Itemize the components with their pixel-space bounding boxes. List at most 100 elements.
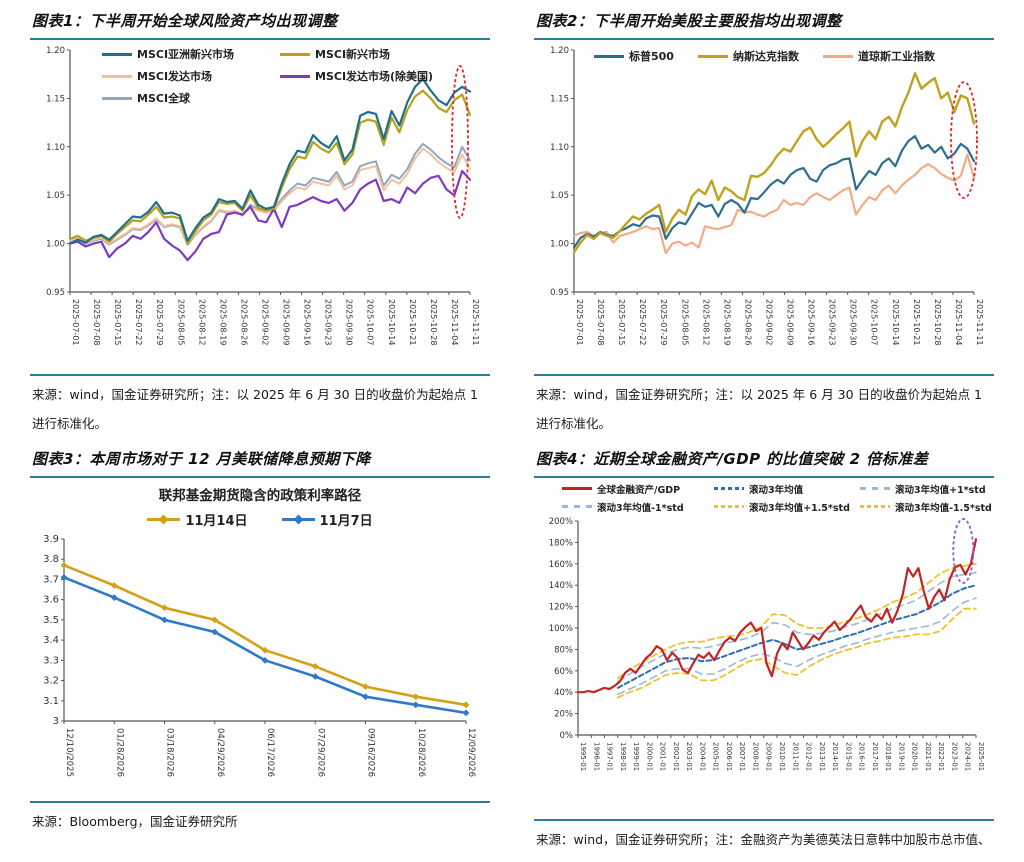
figure-3-legend: 11月14日 11月7日	[30, 510, 490, 529]
svg-text:1996-01: 1996-01	[592, 742, 600, 771]
svg-text:1.15: 1.15	[550, 94, 569, 104]
svg-text:2025-11-04: 2025-11-04	[954, 299, 963, 346]
legend-item: 滚动3年均值+1*std	[860, 482, 1018, 496]
svg-text:1997-01: 1997-01	[606, 742, 614, 771]
svg-text:3.2: 3.2	[43, 675, 59, 686]
svg-text:0.95: 0.95	[550, 288, 569, 298]
svg-text:06/17/2026: 06/17/2026	[265, 728, 275, 777]
legend-swatch-icon	[280, 74, 310, 78]
svg-text:2025-09-23: 2025-09-23	[324, 299, 333, 346]
legend-item: MSCI亚洲新兴市场	[102, 46, 270, 62]
svg-text:2025-07-15: 2025-07-15	[113, 299, 122, 346]
svg-text:3.9: 3.9	[43, 534, 59, 545]
svg-text:2025-10-14: 2025-10-14	[891, 299, 900, 346]
svg-text:2025-10-28: 2025-10-28	[429, 299, 438, 346]
svg-text:2009-01: 2009-01	[765, 742, 773, 771]
figure-2-chart: 标普500 纳斯达克指数 道琼斯工业指数 1.20 1.15 1.10 1.05 1.00 0…	[534, 44, 994, 374]
svg-text:2008-01: 2008-01	[751, 742, 759, 771]
svg-text:1.00: 1.00	[550, 240, 569, 250]
svg-text:2025-07-01: 2025-07-01	[71, 299, 80, 346]
svg-text:200%: 200%	[549, 517, 573, 527]
legend-item: 纳斯达克指数	[697, 48, 799, 64]
svg-text:1999-01: 1999-01	[632, 742, 640, 771]
svg-text:2025-07-15: 2025-07-15	[617, 299, 626, 346]
svg-text:1.00: 1.00	[46, 240, 65, 250]
svg-text:3.6: 3.6	[43, 594, 59, 605]
svg-text:1.05: 1.05	[550, 191, 569, 201]
svg-text:2025-10-28: 2025-10-28	[933, 299, 942, 346]
svg-text:120%: 120%	[549, 602, 573, 612]
legend-swatch-icon	[822, 54, 853, 58]
svg-text:2023-01: 2023-01	[950, 742, 958, 771]
legend-swatch-icon	[147, 514, 181, 524]
svg-text:2025-01: 2025-01	[977, 742, 985, 771]
svg-text:100%: 100%	[549, 624, 573, 634]
svg-text:3.3: 3.3	[43, 655, 59, 666]
figure-3-inner-chart-title: 联邦基金期货隐含的政策利率路径	[158, 487, 362, 504]
svg-text:01/28/2026: 01/28/2026	[114, 728, 124, 777]
svg-text:2022-01: 2022-01	[937, 742, 945, 771]
legend-swatch-icon	[697, 54, 728, 58]
svg-text:10/28/2026: 10/28/2026	[416, 728, 426, 777]
legend-label: MSCI发达市场	[137, 70, 213, 83]
svg-text:60%: 60%	[554, 666, 573, 676]
svg-text:0%: 0%	[560, 731, 574, 741]
legend-label: 纳斯达克指数	[732, 50, 799, 63]
svg-text:3.1: 3.1	[43, 695, 59, 706]
svg-text:2025-09-09: 2025-09-09	[282, 299, 291, 346]
svg-text:2019-01: 2019-01	[897, 742, 905, 771]
svg-text:2007-01: 2007-01	[738, 742, 746, 771]
figure-1-legend: MSCI亚洲新兴市场 MSCI新兴市场 MSCI发达市场 MSCI发达市场(除美国) M…	[102, 46, 433, 106]
svg-text:1.15: 1.15	[46, 94, 65, 104]
svg-text:2025-07-29: 2025-07-29	[659, 299, 668, 346]
svg-text:1998-01: 1998-01	[619, 742, 627, 771]
svg-text:3.4: 3.4	[43, 635, 59, 646]
legend-label: 全球金融资产/GDP	[597, 484, 681, 496]
figure-1-bottom-rule	[30, 374, 490, 376]
svg-text:40%: 40%	[554, 688, 573, 698]
svg-text:2003-01: 2003-01	[685, 742, 693, 771]
figure-1-title: 图表1：下半周开始全球风险资产均出现调整	[32, 12, 338, 30]
legend-swatch-icon	[281, 514, 315, 524]
svg-text:2002-01: 2002-01	[672, 742, 680, 771]
legend-swatch-icon	[562, 505, 592, 508]
figure-4-source-note: 来源：wind，国金证券研究所；注：金融资产为美德英法日意韩中加股市总市值、	[536, 831, 991, 847]
svg-text:2024-01: 2024-01	[964, 742, 972, 771]
figure-2-title-rule	[534, 38, 994, 40]
svg-text:2016-01: 2016-01	[858, 742, 866, 771]
figure-4-title: 图表4：近期全球金融资产/GDP 的比值突破 2 倍标准差	[536, 449, 929, 468]
svg-text:2006-01: 2006-01	[725, 742, 733, 771]
legend-swatch-icon	[860, 487, 890, 490]
legend-label: MSCI亚洲新兴市场	[137, 48, 235, 61]
svg-text:2010-01: 2010-01	[778, 742, 786, 771]
svg-text:12/10/2025: 12/10/2025	[64, 728, 74, 777]
svg-text:2025-10-21: 2025-10-21	[912, 299, 921, 346]
svg-text:2005-01: 2005-01	[712, 742, 720, 771]
figure-3-title: 图表3：本周市场对于 12 月美联储降息预期下降	[32, 449, 371, 468]
svg-text:1.10: 1.10	[550, 143, 569, 153]
svg-text:2025-10-14: 2025-10-14	[387, 299, 396, 346]
svg-text:3.7: 3.7	[43, 574, 59, 585]
svg-text:2000-01: 2000-01	[645, 742, 653, 771]
svg-text:2025-08-19: 2025-08-19	[218, 299, 227, 346]
svg-text:04/29/2026: 04/29/2026	[215, 728, 225, 777]
legend-item: 道琼斯工业指数	[822, 48, 935, 64]
figure-2-plot: 1.20 1.15 1.10 1.05 1.00 0.95 2025-07-01 2025-0…	[534, 44, 994, 374]
legend-item: 标普500	[594, 48, 674, 64]
figure-3: 图表3：本周市场对于 12 月美联储降息预期下降 联邦基金期货隐含的政策利率路径…	[30, 442, 490, 858]
legend-item: MSCI全球	[102, 90, 270, 106]
svg-text:2018-01: 2018-01	[884, 742, 892, 771]
legend-item: 滚动3年均值	[714, 482, 860, 496]
svg-text:2011-01: 2011-01	[791, 742, 799, 771]
svg-text:2015-01: 2015-01	[844, 742, 852, 771]
svg-text:12/09/2026: 12/09/2026	[466, 728, 476, 777]
svg-text:1.10: 1.10	[46, 143, 65, 153]
figure-1-title-rule	[30, 38, 490, 40]
svg-text:2025-08-05: 2025-08-05	[680, 299, 689, 346]
svg-text:1.05: 1.05	[46, 191, 65, 201]
svg-text:2025-07-22: 2025-07-22	[134, 299, 143, 346]
svg-text:2020-01: 2020-01	[911, 742, 919, 771]
legend-item: MSCI新兴市场	[280, 46, 433, 62]
svg-text:2025-09-16: 2025-09-16	[303, 299, 312, 346]
svg-text:2004-01: 2004-01	[698, 742, 706, 771]
